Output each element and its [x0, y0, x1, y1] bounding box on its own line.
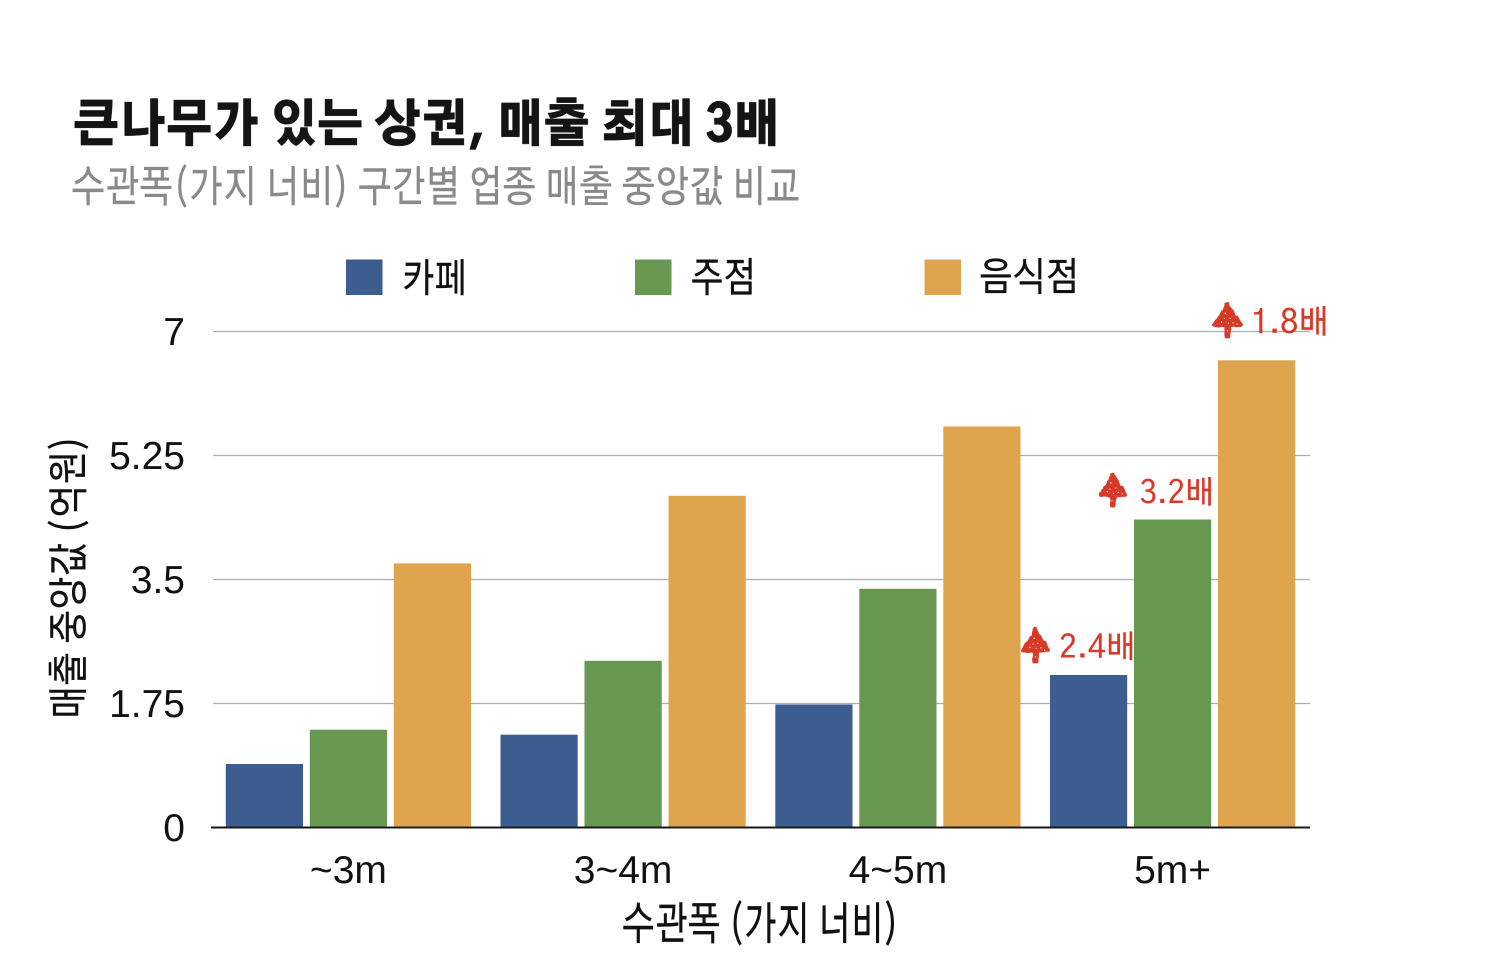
svg-text:3.5: 3.5	[131, 559, 185, 602]
svg-text:~3m: ~3m	[310, 849, 387, 892]
svg-text:4~5m: 4~5m	[849, 849, 948, 892]
svg-text:7: 7	[163, 311, 185, 354]
svg-text:5.25: 5.25	[109, 435, 185, 478]
svg-text:1.75: 1.75	[109, 683, 185, 726]
svg-text:5m+: 5m+	[1134, 849, 1211, 892]
svg-text:0: 0	[163, 807, 185, 850]
svg-text:3~4m: 3~4m	[574, 849, 673, 892]
